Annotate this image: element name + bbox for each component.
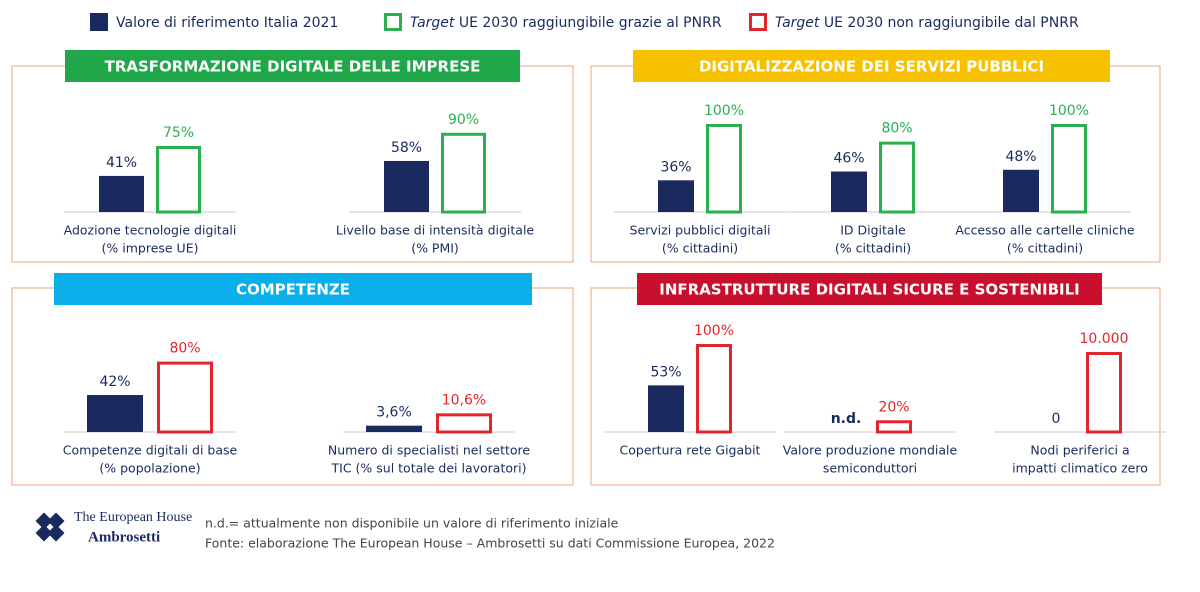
panel-badge — [637, 273, 1102, 305]
legend-swatch — [384, 13, 402, 31]
value-label: n.d. — [831, 411, 862, 427]
value-label: 42% — [99, 374, 130, 390]
legend-label: Target UE 2030 raggiungibile grazie al P… — [410, 15, 722, 31]
bar — [1086, 352, 1122, 434]
panel-title: INFRASTRUTTURE DIGITALI SICURE E SOSTENI… — [659, 281, 1079, 299]
panel-badge — [633, 50, 1110, 82]
value-label: 100% — [694, 323, 734, 339]
logo-line: The European House — [74, 510, 192, 525]
value-label: 58% — [391, 140, 422, 156]
value-label: 75% — [163, 125, 194, 141]
value-label: 20% — [878, 399, 909, 415]
bar — [87, 395, 143, 432]
category-label: ID Digitale — [840, 223, 906, 238]
bar — [441, 132, 486, 214]
panel-title: TRASFORMAZIONE DIGITALE DELLE IMPRESE — [105, 58, 481, 76]
bar — [157, 361, 213, 434]
value-label: 100% — [704, 103, 744, 119]
category-label: Livello base di intensità digitale — [336, 223, 535, 238]
value-label: 41% — [106, 155, 137, 171]
category-label: (% popolazione) — [99, 461, 200, 476]
category-label: (% imprese UE) — [102, 241, 199, 256]
source-note: Fonte: elaborazione The European House –… — [205, 536, 775, 551]
category-label: Accesso alle cartelle cliniche — [955, 223, 1135, 238]
category-label: Valore produzione mondiale — [783, 443, 958, 458]
value-label: 10,6% — [442, 392, 486, 408]
value-label: 80% — [881, 121, 912, 137]
bar — [879, 141, 915, 214]
category-label: Copertura rete Gigabit — [620, 443, 761, 458]
panel-title: COMPETENZE — [236, 281, 350, 299]
bar — [696, 344, 732, 434]
panel-title: DIGITALIZZAZIONE DEI SERVIZI PUBBLICI — [699, 58, 1044, 76]
logo-icon — [35, 512, 65, 542]
category-label: TIC (% sul totale dei lavoratori) — [331, 461, 527, 476]
category-label: Servizi pubblici digitali — [630, 223, 771, 238]
value-label: 100% — [1049, 103, 1089, 119]
legend-text: Valore di riferimento Italia 2021 — [116, 15, 338, 31]
category-label: Competenze digitali di base — [63, 443, 238, 458]
bar — [156, 146, 201, 214]
panel-badge — [65, 50, 520, 82]
legend-text: UE 2030 raggiungibile grazie al PNRR — [459, 15, 722, 31]
value-label: 46% — [833, 151, 864, 167]
bar — [1051, 124, 1087, 214]
bar — [648, 385, 684, 432]
category-label: (% cittadini) — [1007, 241, 1083, 256]
value-label: 53% — [650, 364, 681, 380]
category-label: Numero di specialisti nel settore — [328, 443, 531, 458]
value-label: 48% — [1005, 149, 1036, 165]
bar — [436, 413, 492, 434]
value-label: 10.000 — [1080, 331, 1129, 347]
legend-emphasis: Target — [410, 15, 455, 31]
bar — [706, 124, 742, 214]
category-label: (% PMI) — [411, 241, 459, 256]
bar — [366, 425, 422, 432]
legend-text: UE 2030 non raggiungibile dal PNRR — [824, 15, 1079, 31]
bar — [831, 171, 867, 212]
legend-emphasis: Target — [775, 15, 820, 31]
value-label: 3,6% — [376, 405, 412, 421]
category-label: Adozione tecnologie digitali — [64, 223, 237, 238]
legend-label: Valore di riferimento Italia 2021 — [116, 15, 338, 31]
category-label: impatti climatico zero — [1012, 461, 1148, 476]
bar — [658, 180, 694, 212]
value-label: 90% — [448, 112, 479, 128]
footnote: n.d.= attualmente non disponibile un val… — [205, 516, 619, 531]
bar — [99, 175, 144, 212]
legend-label: Target UE 2030 non raggiungibile dal PNR… — [775, 15, 1079, 31]
category-label: Nodi periferici a — [1030, 443, 1129, 458]
panel-badge — [54, 273, 532, 305]
legend-swatch — [90, 13, 108, 31]
bar — [384, 160, 429, 212]
category-label: (% cittadini) — [662, 241, 738, 256]
legend-swatch — [749, 13, 767, 31]
bar — [1003, 169, 1039, 212]
logo-line: Ambrosetti — [88, 529, 160, 545]
value-label: 36% — [660, 159, 691, 175]
value-label: 80% — [169, 341, 200, 357]
category-label: (% cittadini) — [835, 241, 911, 256]
bar — [876, 420, 912, 434]
category-label: semiconduttori — [823, 461, 917, 476]
value-label: 0 — [1052, 411, 1061, 427]
